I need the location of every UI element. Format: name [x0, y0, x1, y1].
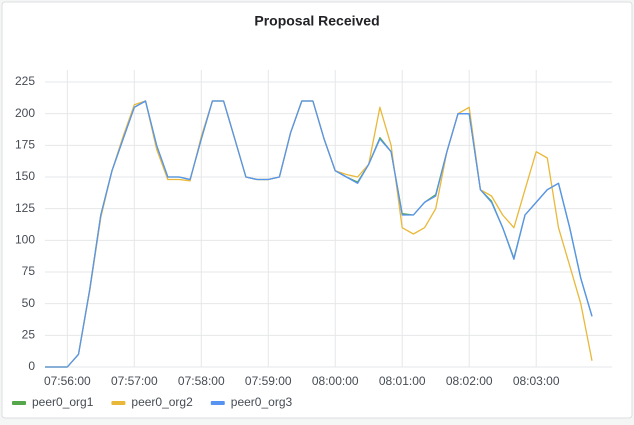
x-tick-label: 07:57:00	[111, 374, 158, 388]
y-tick-label: 50	[22, 296, 36, 310]
series-line	[45, 100, 593, 368]
y-tick-label: 200	[15, 106, 35, 120]
chart-title: Proposal Received	[254, 13, 379, 29]
y-tick-label: 100	[15, 233, 35, 247]
y-tick-label: 75	[22, 264, 36, 278]
legend-swatch	[210, 401, 225, 405]
y-tick-label: 0	[28, 359, 35, 373]
x-tick-label: 07:59:00	[245, 374, 292, 388]
x-tick-label: 07:56:00	[44, 374, 91, 388]
legend-label: peer0_org2	[131, 395, 193, 409]
legend-swatch	[111, 401, 126, 405]
x-tick-label: 08:00:00	[312, 374, 359, 388]
y-tick-label: 125	[15, 201, 35, 215]
legend-swatch	[12, 401, 26, 405]
x-tick-label: 07:58:00	[178, 374, 225, 388]
y-tick-label: 150	[15, 169, 35, 183]
y-tick-label: 225	[15, 74, 35, 88]
y-tick-label: 25	[22, 328, 36, 342]
x-tick-label: 08:01:00	[379, 374, 426, 388]
y-tick-label: 175	[15, 138, 35, 152]
x-tick-label: 08:02:00	[446, 374, 493, 388]
legend-label: peer0_org1	[32, 395, 94, 409]
legend-label: peer0_org3	[231, 395, 293, 409]
x-tick-label: 08:03:00	[513, 374, 560, 388]
